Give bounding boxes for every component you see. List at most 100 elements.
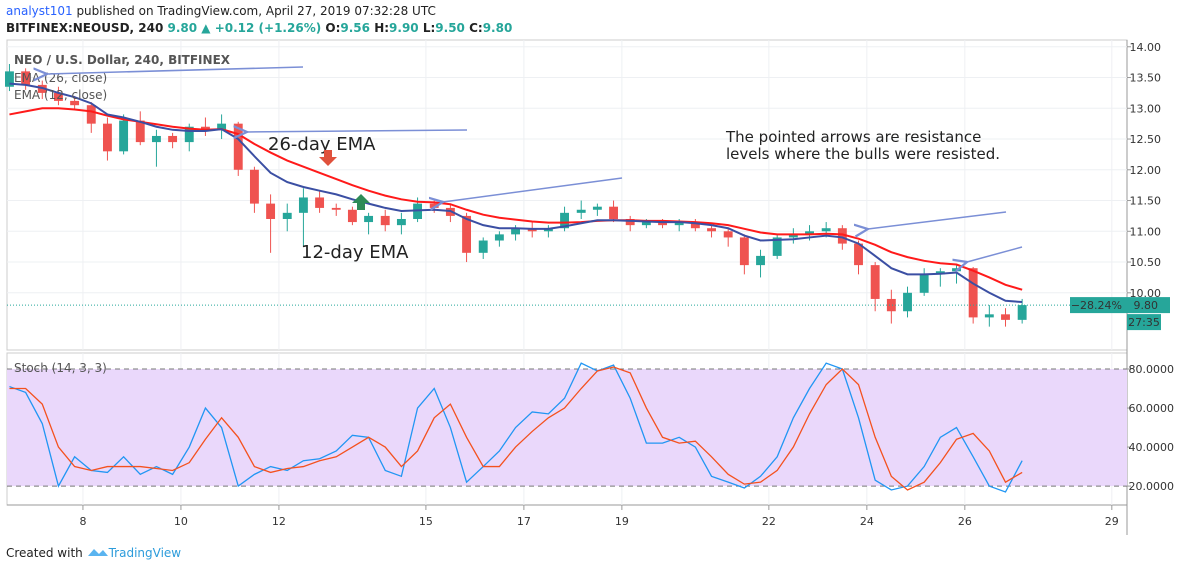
candle — [53, 86, 63, 106]
candle — [739, 234, 749, 275]
candle — [168, 132, 178, 149]
candle-body — [1001, 314, 1010, 320]
stoch-band — [7, 369, 1127, 487]
candle-body — [821, 228, 831, 232]
candle — [200, 117, 210, 136]
candle-body — [200, 126, 210, 130]
candle-body — [478, 240, 488, 253]
brand[interactable]: TradingView — [108, 546, 182, 560]
candle-body — [511, 228, 521, 235]
countdown-label: 27:35 — [1128, 316, 1160, 329]
candle-body — [854, 243, 863, 266]
candle-body — [249, 169, 259, 204]
candle — [886, 289, 896, 324]
candle — [151, 129, 161, 167]
x-tick-label: 24 — [860, 515, 874, 528]
candle-body — [184, 126, 194, 143]
indicator-line — [9, 362, 1023, 493]
candle-body — [609, 206, 618, 219]
o-label: O: — [325, 21, 341, 35]
candle — [919, 268, 929, 296]
candle — [690, 218, 700, 232]
price-pane — [6, 39, 1128, 351]
candle — [217, 114, 227, 140]
annotation-arrows — [47, 66, 1023, 262]
candle-body — [233, 123, 243, 170]
candle-body — [396, 218, 406, 226]
candle-body — [772, 237, 782, 256]
candle — [347, 206, 357, 226]
candle — [396, 212, 406, 235]
y-tick-label: 13.50 — [1130, 72, 1162, 85]
candle-body — [298, 197, 308, 213]
candle — [1001, 308, 1010, 327]
candle — [903, 286, 912, 318]
candle-body — [315, 197, 325, 208]
candle — [282, 203, 292, 232]
candle-body — [919, 274, 929, 293]
y-tick-label: 11.50 — [1130, 195, 1162, 208]
candle-body — [707, 228, 716, 232]
y-tick-label: 20.0000 — [1129, 480, 1175, 493]
chart: 8 10 12 15 17 19 22 24 26 29 14.00 13.50 13.00 12.50 1… — [5, 39, 1175, 535]
y-tick-label: 13.00 — [1130, 102, 1162, 115]
logo — [87, 549, 108, 556]
candle-body — [903, 292, 912, 312]
c-value: 9.80 — [482, 21, 513, 35]
candle-body — [739, 237, 749, 266]
candle — [854, 240, 863, 275]
candle — [266, 194, 276, 253]
countdown-tag — [1127, 314, 1161, 331]
candle-body — [5, 71, 14, 87]
down-arrow-icon — [319, 150, 337, 166]
annotation: The pointed arrows are resistance — [725, 128, 981, 146]
candle-body — [462, 215, 472, 253]
candle — [1017, 298, 1027, 324]
candle — [86, 102, 96, 133]
author[interactable]: analyst101 — [6, 4, 73, 18]
y-tick-label: 12.00 — [1130, 164, 1162, 177]
y-tick-label: 10.00 — [1130, 287, 1162, 300]
candle-body — [723, 231, 733, 238]
candle-body — [86, 105, 96, 124]
candle-body — [380, 215, 390, 226]
y-tick-label: 14.00 — [1130, 41, 1162, 54]
x-tick-label: 29 — [1105, 515, 1119, 528]
x-tick-label: 8 — [79, 515, 86, 528]
annotation: levels where the bulls were resisted. — [726, 145, 1000, 163]
pane-title: NEO / U.S. Dollar, 240, BITFINEX — [14, 53, 231, 67]
candle — [984, 305, 994, 327]
candle — [233, 121, 243, 176]
y-tick-label: 60.0000 — [1129, 402, 1175, 415]
candle — [576, 200, 586, 219]
candle-body — [674, 222, 684, 226]
x-tick-label: 12 — [272, 515, 286, 528]
candle — [462, 212, 472, 263]
change-label: −28.24% — [1071, 299, 1122, 312]
publish-line: analyst101 published on TradingView.com,… — [6, 4, 436, 18]
candle — [298, 188, 308, 247]
c-label: C: — [469, 21, 483, 35]
y-tick-label: 40.0000 — [1129, 441, 1175, 454]
candle — [315, 191, 325, 213]
candle-body — [756, 255, 765, 266]
last-price-tag — [1070, 297, 1170, 314]
candle-body — [870, 265, 880, 299]
candle-body — [70, 100, 80, 106]
candle — [380, 209, 390, 232]
candle — [119, 114, 129, 155]
candle-body — [592, 206, 602, 210]
candle-body — [347, 209, 357, 223]
candle-body — [494, 234, 504, 241]
candle-body — [266, 203, 276, 219]
candle-body — [952, 268, 961, 272]
l-label: L: — [422, 21, 436, 35]
candle-body — [151, 135, 161, 143]
y-tick-label: 12.50 — [1130, 133, 1162, 146]
candle — [478, 237, 488, 259]
last-price-label: 9.80 — [1134, 299, 1159, 312]
candle — [331, 203, 341, 216]
candle — [5, 63, 14, 92]
candle — [135, 111, 145, 146]
